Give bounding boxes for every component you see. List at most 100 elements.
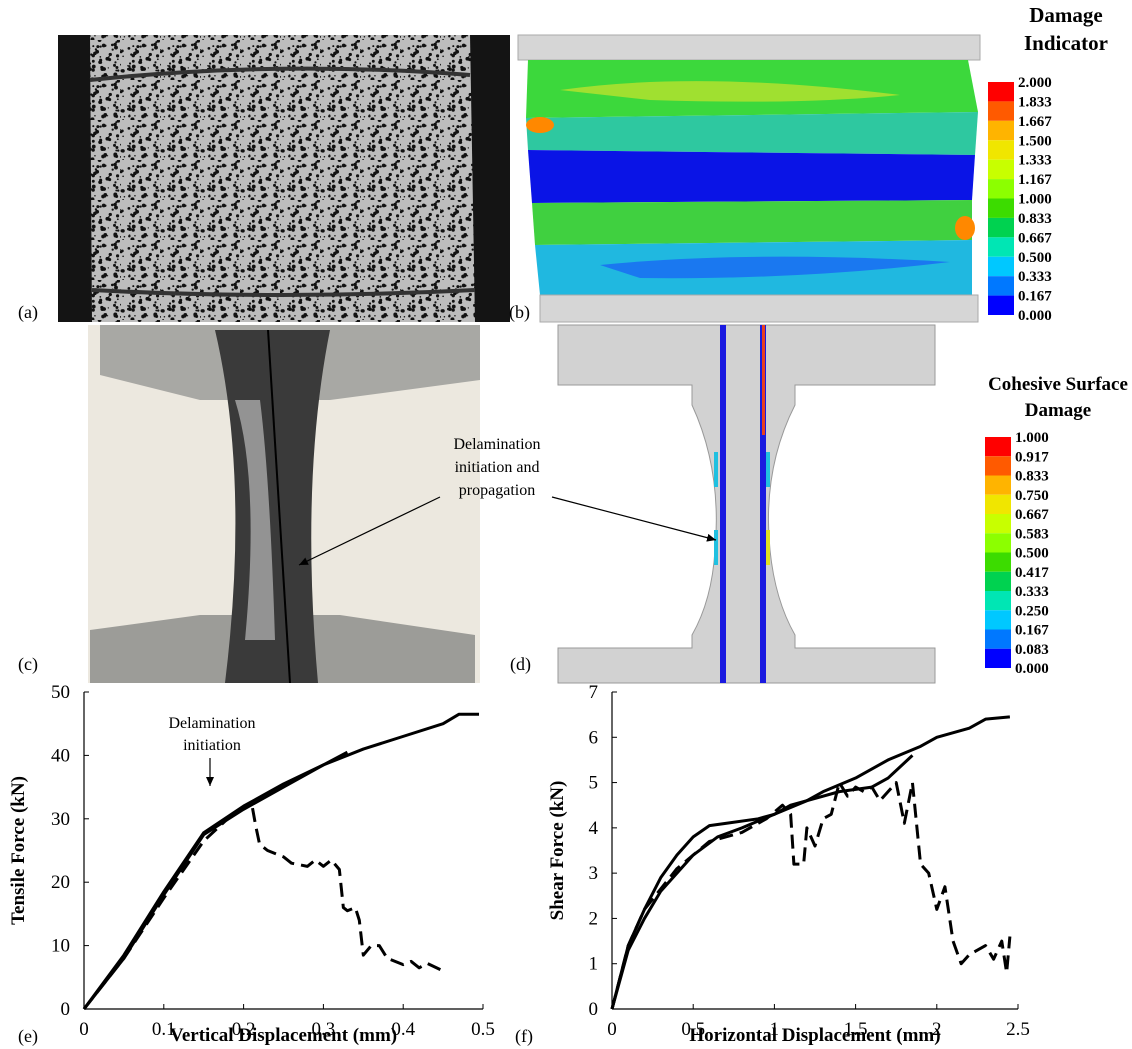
y-tick-label: 4 — [589, 818, 599, 839]
damaged-zone — [714, 452, 718, 487]
cohesive-layer — [760, 325, 766, 683]
annotation: Delamination — [453, 436, 540, 453]
y-tick-label: 7 — [589, 682, 599, 703]
x-tick-label: 1 — [770, 1019, 780, 1040]
model-d — [557, 324, 936, 684]
damaged-zone — [766, 530, 770, 565]
colorbar-swatch — [985, 591, 1011, 611]
colorbar-label: 0.167 — [1015, 623, 1049, 639]
colorbar-swatch — [988, 140, 1014, 160]
y-tick-label: 30 — [51, 809, 70, 830]
colorbar-label: 0.500 — [1018, 250, 1052, 266]
line-series — [82, 801, 444, 1010]
y-tick-label: 2 — [589, 908, 599, 929]
colorbar-label: 1.167 — [1018, 172, 1052, 188]
colorbar-label: 0.333 — [1018, 269, 1052, 285]
colorbar-swatch — [988, 179, 1014, 199]
band — [532, 200, 972, 245]
y-tick-label: 50 — [51, 682, 70, 703]
colorbar-label: 1.833 — [1018, 94, 1052, 110]
colorbar-swatch — [988, 295, 1014, 315]
colorbar-label: 0.333 — [1015, 584, 1049, 600]
colorbar-title: Damage — [1025, 400, 1091, 421]
x-tick-label: 1.5 — [844, 1019, 868, 1040]
band — [526, 112, 978, 155]
annotation: initiation and — [455, 459, 540, 476]
edge — [91, 288, 476, 297]
colorbar-label: 1.000 — [1018, 192, 1052, 208]
colorbar-label: 0.750 — [1015, 488, 1049, 504]
colorbar-swatch — [988, 82, 1014, 102]
damaged-zone — [714, 530, 718, 565]
colorbar-label: 1.500 — [1018, 133, 1052, 149]
x-tick-label: 0 — [79, 1019, 89, 1040]
y-tick-label: 0 — [589, 999, 599, 1020]
x-tick-label: 0.1 — [152, 1019, 176, 1040]
crack — [267, 329, 291, 684]
line-series — [82, 750, 349, 1010]
colorbar-swatch — [985, 533, 1011, 553]
grip — [539, 294, 979, 323]
hot-spot — [955, 216, 975, 240]
x-tick-label: 0.3 — [312, 1019, 336, 1040]
edge — [89, 66, 471, 82]
y-tick-label: 1 — [589, 954, 599, 975]
x-tick-label: 0.4 — [391, 1019, 415, 1040]
colorbar-swatch — [985, 629, 1011, 649]
colorbar-label: 0.667 — [1018, 230, 1052, 246]
x-tick-label: 0.5 — [681, 1019, 705, 1040]
colorbar-label: 0.250 — [1015, 603, 1049, 619]
colorbar-swatch — [988, 256, 1014, 277]
colorbar-swatch — [985, 610, 1011, 630]
x-tick-label: 2 — [932, 1019, 942, 1040]
colorbar-swatch — [988, 101, 1014, 121]
x-tick-label: 0.5 — [471, 1019, 495, 1040]
colorbar-swatch — [985, 571, 1011, 591]
y-tick-label: 20 — [51, 872, 70, 893]
colorbar-swatch — [985, 648, 1011, 668]
y-tick-label: 3 — [589, 863, 599, 884]
y-axis-title: Tensile Force (kN) — [8, 776, 29, 925]
y-axis-title: Shear Force (kN) — [547, 781, 568, 921]
colorbar-label: 1.333 — [1018, 153, 1052, 169]
panel-label: (f) — [515, 1026, 533, 1047]
colorbar-swatch — [985, 437, 1011, 457]
panel-label: (c) — [18, 654, 38, 675]
panel-label: (b) — [509, 302, 530, 323]
y-tick-label: 5 — [589, 773, 599, 794]
photo-c — [88, 325, 480, 684]
x-tick-label: 0.2 — [232, 1019, 256, 1040]
grip — [517, 34, 981, 61]
colorbar-swatch — [985, 514, 1011, 534]
colorbar-label: 1.000 — [1015, 430, 1049, 446]
arrow — [298, 496, 441, 566]
specimen-light — [235, 400, 275, 640]
colorbar-label: 0.417 — [1015, 565, 1049, 581]
colorbar-swatch — [988, 198, 1014, 218]
colorbar-label: 0.500 — [1015, 546, 1049, 562]
colorbar-label: 0.833 — [1018, 211, 1052, 227]
colorbar-label: 0.167 — [1018, 289, 1052, 305]
damaged-zone — [762, 325, 765, 435]
colorbar-swatch — [985, 456, 1011, 476]
line-series — [82, 712, 480, 1010]
colorbar-swatch — [985, 475, 1011, 495]
colorbar-label: 1.667 — [1018, 114, 1052, 130]
x-tick-label: 2.5 — [1006, 1019, 1030, 1040]
colorbar-label: 0.000 — [1018, 308, 1052, 324]
panel-label: (e) — [18, 1026, 38, 1047]
damaged-zone — [766, 452, 770, 487]
x-axis-title: Vertical Displacement (mm) — [170, 1025, 397, 1046]
colorbar-label: 0.667 — [1015, 507, 1049, 523]
contour-b — [517, 34, 981, 323]
colorbar-title: Cohesive Surface — [988, 374, 1128, 395]
photo-a — [58, 35, 510, 322]
band — [528, 150, 975, 203]
speckle-surface — [90, 35, 475, 322]
colorbar-title: Indicator — [1024, 31, 1108, 55]
colorbar-label: 0.833 — [1015, 469, 1049, 485]
colorbar-swatch — [985, 552, 1011, 572]
colorbar-label: 0.083 — [1015, 642, 1049, 658]
